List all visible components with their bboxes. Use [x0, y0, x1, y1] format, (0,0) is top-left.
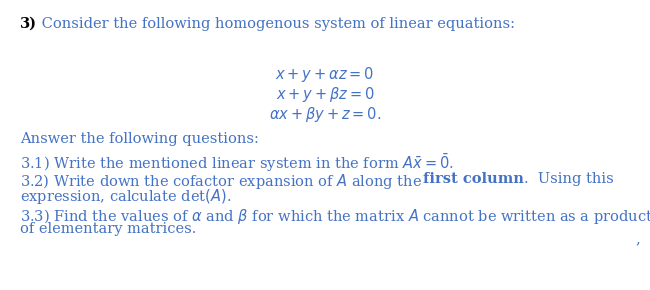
Text: 3.1) Write the mentioned linear system in the form $A\bar{x} = \bar{0}$.: 3.1) Write the mentioned linear system i…: [20, 152, 454, 174]
Text: of elementary matrices.: of elementary matrices.: [20, 222, 196, 236]
Text: Answer the following questions:: Answer the following questions:: [20, 132, 259, 146]
Text: ,: ,: [635, 232, 640, 246]
Text: expression, calculate det$(A)$.: expression, calculate det$(A)$.: [20, 187, 231, 206]
Text: 3.3) Find the values of $\alpha$ and $\beta$ for which the matrix $A$ cannot be : 3.3) Find the values of $\alpha$ and $\b…: [20, 207, 650, 226]
Text: .  Using this: . Using this: [523, 172, 614, 186]
Text: Consider the following homogenous system of linear equations:: Consider the following homogenous system…: [37, 17, 515, 31]
Text: 3): 3): [20, 17, 37, 31]
Text: first column: first column: [422, 172, 523, 186]
Text: $x + y + \alpha z = 0$: $x + y + \alpha z = 0$: [276, 65, 374, 84]
Text: $\alpha x + \beta y + z = 0.$: $\alpha x + \beta y + z = 0.$: [269, 105, 381, 124]
Text: 3.2) Write down the cofactor expansion of $A$ along the: 3.2) Write down the cofactor expansion o…: [20, 172, 422, 191]
Text: $x + y + \beta z = 0$: $x + y + \beta z = 0$: [276, 85, 374, 104]
